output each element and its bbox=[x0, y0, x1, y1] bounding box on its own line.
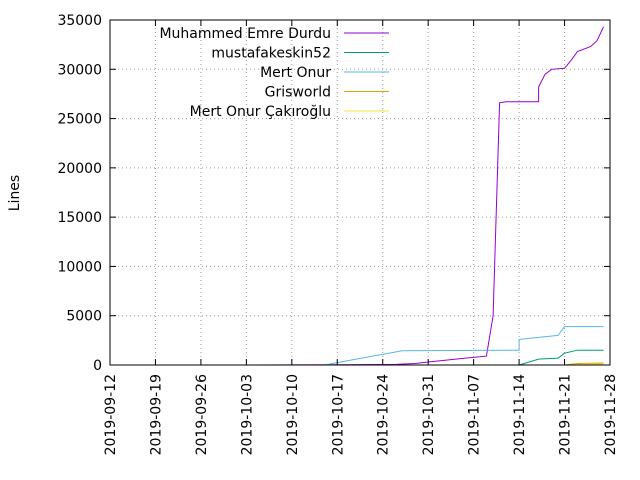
x-tick-label: 2019-11-14 bbox=[512, 374, 528, 455]
x-tick-label: 2019-10-31 bbox=[421, 374, 437, 455]
y-tick-label: 5000 bbox=[66, 309, 102, 325]
legend: Muhammed Emre Durdu mustafakeskin52 Mert O… bbox=[159, 26, 389, 120]
x-tick-label: 2019-09-26 bbox=[194, 374, 210, 455]
series-line-1 bbox=[246, 26, 604, 366]
legend-label: Grisworld bbox=[265, 85, 331, 101]
y-tick-label: 30000 bbox=[57, 62, 102, 78]
series-line-2 bbox=[518, 349, 604, 366]
legend-label: Muhammed Emre Durdu bbox=[159, 26, 331, 42]
x-tick-label: 2019-10-10 bbox=[285, 374, 301, 455]
x-tick-label: 2019-09-19 bbox=[148, 374, 164, 455]
axes: 0 5000 10000 15000 20000 25000 30000 35000 2019-… bbox=[57, 13, 619, 455]
legend-label: Mert Onur bbox=[260, 65, 331, 81]
x-tick-label: 2019-11-28 bbox=[603, 374, 619, 455]
series-line-3 bbox=[324, 326, 604, 366]
x-tick-label: 2019-10-24 bbox=[376, 374, 392, 455]
x-tick-label: 2019-09-12 bbox=[103, 374, 119, 455]
y-tick-label: 25000 bbox=[57, 112, 102, 128]
legend-label: Mert Onur Çakıroğlu bbox=[190, 104, 331, 120]
y-tick-label: 15000 bbox=[57, 210, 102, 226]
y-tick-label: 20000 bbox=[57, 161, 102, 177]
x-tick-label: 2019-10-17 bbox=[330, 374, 346, 455]
y-tick-label: 10000 bbox=[57, 259, 102, 275]
x-tick-label: 2019-10-03 bbox=[239, 374, 255, 455]
y-axis-label: Lines bbox=[7, 175, 23, 211]
x-tick-label: 2019-11-07 bbox=[467, 374, 483, 455]
x-tick-label: 2019-11-21 bbox=[558, 374, 574, 455]
legend-label: mustafakeskin52 bbox=[211, 46, 331, 62]
grid-lines bbox=[110, 20, 610, 365]
y-tick-label: 0 bbox=[93, 358, 102, 374]
plot-frame bbox=[109, 19, 611, 366]
y-tick-label: 35000 bbox=[57, 13, 102, 29]
